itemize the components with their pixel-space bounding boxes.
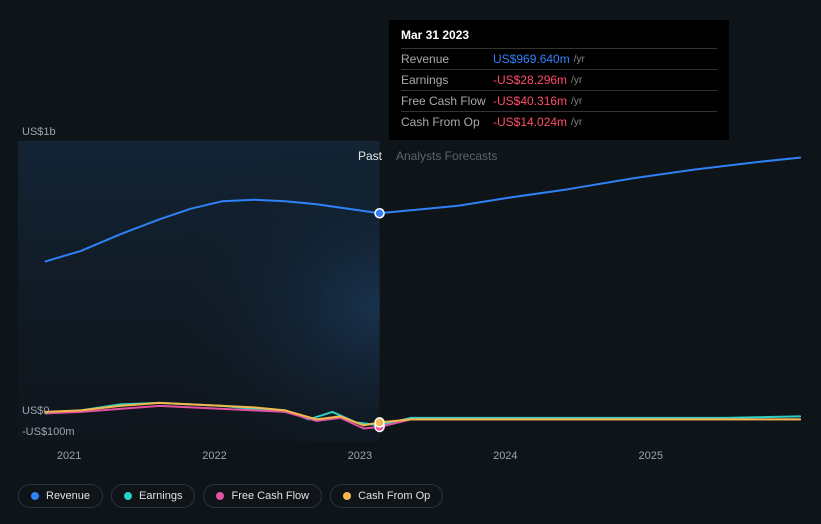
x-axis-label: 2024 [493,450,517,462]
legend-item[interactable]: Cash From Op [330,484,443,508]
tooltip-value: US$969.640m [493,52,570,66]
x-axis-label: 2021 [57,450,81,462]
past-region-label: Past [358,149,382,163]
x-axis-label: 2022 [202,450,226,462]
y-axis-label-zero: US$0 [22,405,50,417]
legend-dot [124,492,132,500]
y-axis-label-neg: -US$100m [22,426,75,438]
financial-forecast-chart: US$1b US$0 -US$100m Past Analysts Foreca… [0,0,821,524]
tooltip-row: Earnings-US$28.296m/yr [401,69,717,90]
tooltip-value: -US$14.024m [493,115,567,129]
legend-label: Revenue [46,490,90,502]
legend-label: Free Cash Flow [231,490,309,502]
data-tooltip: Mar 31 2023 RevenueUS$969.640m/yrEarning… [389,20,729,140]
tooltip-suffix: /yr [574,54,585,65]
forecast-region-label: Analysts Forecasts [396,149,497,163]
tooltip-value: -US$28.296m [493,73,567,87]
tooltip-row: RevenueUS$969.640m/yr [401,48,717,69]
legend-dot [216,492,224,500]
tooltip-date: Mar 31 2023 [401,28,717,42]
tooltip-value: -US$40.316m [493,94,567,108]
tooltip-metric: Revenue [401,52,493,66]
tooltip-metric: Cash From Op [401,115,493,129]
tooltip-suffix: /yr [571,117,582,128]
tooltip-row: Free Cash Flow-US$40.316m/yr [401,90,717,111]
legend-label: Cash From Op [358,490,430,502]
x-axis-label: 2023 [348,450,372,462]
tooltip-suffix: /yr [571,96,582,107]
chart-svg [18,141,804,442]
legend-dot [31,492,39,500]
x-axis-label: 2025 [638,450,662,462]
tooltip-metric: Earnings [401,73,493,87]
legend-item[interactable]: Free Cash Flow [203,484,322,508]
tooltip-row: Cash From Op-US$14.024m/yr [401,111,717,132]
plot-area[interactable] [18,141,804,442]
tooltip-suffix: /yr [571,75,582,86]
legend-item[interactable]: Revenue [18,484,103,508]
y-axis-label-top: US$1b [22,126,56,138]
tooltip-metric: Free Cash Flow [401,94,493,108]
legend-item[interactable]: Earnings [111,484,195,508]
legend-dot [343,492,351,500]
legend: Revenue Earnings Free Cash Flow Cash From O… [18,484,443,508]
legend-label: Earnings [139,490,182,502]
